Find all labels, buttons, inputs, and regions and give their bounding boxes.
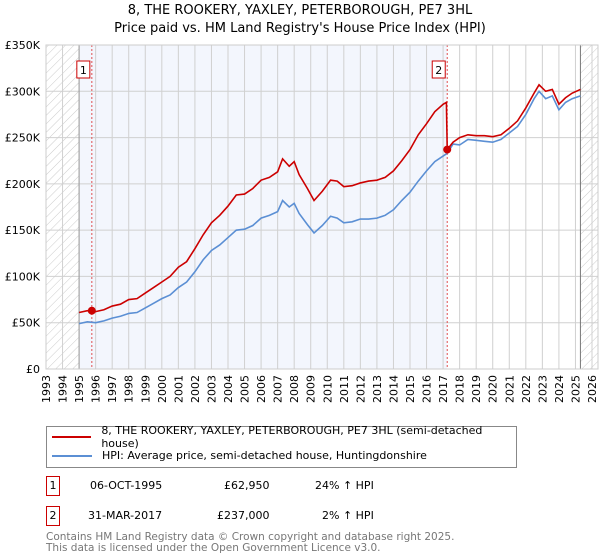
x-tick-label: 2023	[536, 375, 549, 403]
price-chart: 1993 1994 1995 1996 1997 1998 1999 2000 2001 2002…	[5, 39, 599, 403]
y-tick-label: £0	[26, 363, 40, 376]
plot-border	[45, 44, 599, 370]
y-tick-label: £200K	[5, 178, 41, 191]
y-tick-label: £250K	[5, 132, 41, 145]
x-tick-label: 2003	[205, 375, 218, 403]
transaction-hpi: 2% ↑ HPI	[322, 509, 374, 522]
sale-badge-label: 2	[435, 64, 442, 77]
legend-item-property: 8, THE ROOKERY, YAXLEY, PETERBOROUGH, PE…	[47, 424, 516, 450]
x-tick-label: 2026	[586, 375, 599, 403]
transaction-date: 06-OCT-1995	[90, 479, 163, 492]
y-tick-label: £100K	[5, 270, 41, 283]
legend-label: 8, THE ROOKERY, YAXLEY, PETERBOROUGH, PE…	[101, 423, 483, 450]
transaction-price: £237,000	[217, 509, 270, 522]
x-tick-label: 1999	[139, 375, 152, 403]
x-tick-label: 2000	[156, 375, 169, 403]
title-line1: 8, THE ROOKERY, YAXLEY, PETERBOROUGH, PE…	[127, 3, 473, 18]
x-tick-label: 2019	[470, 375, 483, 403]
legend: 8, THE ROOKERY, YAXLEY, PETERBOROUGH, PE…	[46, 424, 517, 468]
footer: Contains HM Land Registry data © Crown c…	[46, 532, 454, 554]
ownership-shading	[79, 45, 448, 369]
x-tick-label: 2016	[421, 375, 434, 403]
transaction-badge: 1	[46, 476, 60, 496]
x-tick-label: 2018	[454, 375, 467, 403]
x-tick-label: 2012	[354, 375, 367, 403]
legend-red-line	[52, 435, 92, 438]
transaction-date: 31-MAR-2017	[88, 509, 163, 522]
sale-badge-label: 1	[80, 64, 87, 77]
x-tick-label: 1993	[40, 375, 53, 403]
legend-blue-line	[52, 454, 92, 457]
sale-badge	[76, 60, 91, 79]
x-tick-label: 2011	[338, 375, 351, 403]
x-tick-label: 2009	[305, 375, 318, 403]
x-tick-label: 2007	[272, 375, 285, 403]
y-tick-label: £350K	[5, 39, 41, 52]
transaction-price: £62,950	[224, 479, 270, 492]
x-tick-label: 1998	[123, 375, 136, 403]
transaction-row: 1 06-OCT-1995 £62,950 24% ↑ HPI	[46, 476, 446, 496]
hatched-after-data	[580, 45, 598, 369]
transaction-hpi: 24% ↑ HPI	[315, 479, 374, 492]
x-tick-label: 2015	[404, 375, 417, 403]
y-tick-label: £50K	[12, 317, 41, 330]
legend-item-hpi: HPI: Average price, semi-detached house,…	[47, 446, 516, 465]
sale-badge	[431, 60, 446, 79]
x-tick-label: 2020	[487, 375, 500, 403]
x-tick-label: 2001	[172, 375, 185, 403]
title-line2: Price paid vs. HM Land Registry's House …	[114, 21, 486, 36]
x-tick-label: 2002	[189, 375, 202, 403]
x-tick-label: 2017	[437, 375, 450, 403]
legend-label: HPI: Average price, semi-detached house,…	[102, 449, 427, 462]
x-tick-label: 2022	[520, 375, 533, 403]
x-tick-label: 2021	[503, 375, 516, 403]
y-tick-label: £150K	[5, 224, 41, 237]
x-tick-label: 2005	[239, 375, 252, 403]
x-tick-label: 1995	[73, 375, 86, 403]
x-tick-label: 1997	[106, 375, 119, 403]
x-tick-label: 2013	[371, 375, 384, 403]
sale-point	[87, 306, 96, 315]
x-tick-label: 2010	[321, 375, 334, 403]
y-tick-label: £300K	[5, 85, 41, 98]
footer-line2: This data is licensed under the Open Gov…	[46, 542, 381, 554]
x-tick-label: 2024	[553, 375, 566, 403]
x-tick-label: 2025	[569, 375, 582, 403]
x-tick-label: 2004	[222, 375, 235, 403]
x-tick-label: 2006	[255, 375, 268, 403]
transaction-row: 2 31-MAR-2017 £237,000 2% ↑ HPI	[46, 506, 446, 526]
transaction-badge: 2	[46, 506, 60, 526]
x-tick-label: 1996	[90, 375, 103, 403]
property-price-line	[78, 83, 581, 314]
chart-title: 8, THE ROOKERY, YAXLEY, PETERBOROUGH, PE…	[0, 2, 600, 38]
hpi-line	[78, 89, 581, 325]
footer-line1: Contains HM Land Registry data © Crown c…	[46, 531, 455, 543]
x-tick-label: 2014	[387, 375, 400, 403]
x-tick-label: 2008	[288, 375, 301, 403]
sale-point	[443, 145, 452, 154]
x-tick-label: 1994	[57, 375, 70, 403]
